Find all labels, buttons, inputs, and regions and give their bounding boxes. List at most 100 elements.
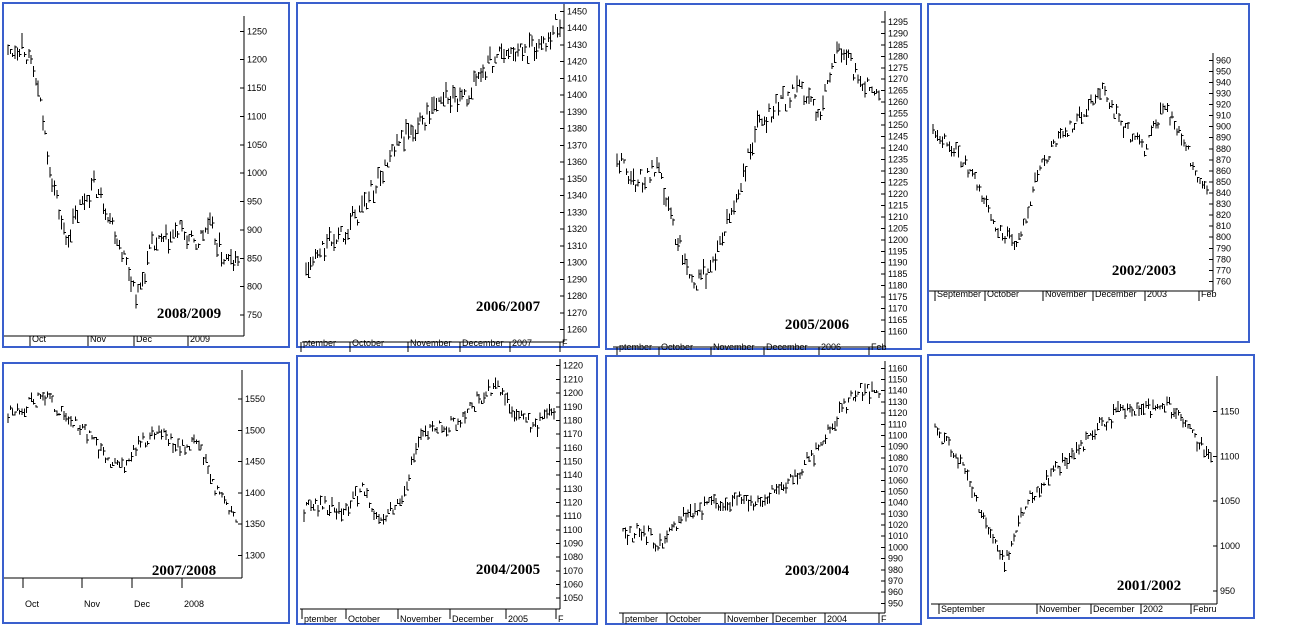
ohlc-bar — [439, 420, 442, 424]
ohlc-bar — [657, 545, 660, 551]
y-tick-label: 1180 — [888, 281, 907, 291]
ohlc-bar — [664, 536, 667, 544]
ohlc-bar — [731, 495, 735, 507]
ohlc-bar — [738, 491, 742, 497]
ohlc-bar — [672, 218, 676, 226]
ohlc-bar — [1189, 423, 1193, 430]
ohlc-bar — [1085, 109, 1089, 117]
ohlc-bar — [1180, 414, 1183, 422]
ohlc-bar — [966, 469, 970, 481]
ohlc-bar — [999, 549, 1002, 560]
ohlc-bar — [133, 444, 136, 451]
ohlc-bar — [627, 534, 630, 546]
ohlc-bar — [502, 388, 505, 395]
ohlc-bar — [123, 250, 127, 255]
ohlc-bar — [1176, 128, 1179, 136]
ohlc-bar — [429, 110, 432, 124]
y-tick-label: 1080 — [563, 552, 583, 562]
ohlc-bar — [674, 239, 678, 246]
y-tick-label: 1230 — [888, 166, 908, 176]
ohlc-bar — [820, 111, 823, 120]
ohlc-bar — [151, 426, 155, 436]
ohlc-bar — [310, 257, 313, 271]
ohlc-bar — [703, 259, 706, 275]
ohlc-bar — [424, 122, 427, 131]
y-tick-label: 1060 — [563, 579, 583, 589]
ohlc-bar — [202, 230, 206, 242]
ohlc-bar — [464, 410, 468, 424]
chart-panel-2008-2009: 750 800 850 900 950 1000 1050 1100 1150 1200 1250 O… — [2, 2, 290, 348]
y-tick-label: 1200 — [247, 55, 267, 65]
ohlc-bar — [808, 456, 812, 462]
ohlc-bar — [139, 282, 143, 290]
ohlc-bar — [1201, 437, 1204, 446]
ohlc-bar — [731, 207, 734, 216]
ohlc-bar — [540, 36, 544, 50]
ohlc-bar — [1057, 130, 1061, 139]
ohlc-bar — [735, 193, 739, 203]
ohlc-bar — [1171, 412, 1174, 419]
y-tick-label: 1350 — [245, 519, 265, 529]
ohlc-bar — [74, 205, 78, 220]
ohlc-bar — [408, 474, 412, 481]
ohlc-bar — [985, 195, 989, 208]
ohlc-bar — [871, 86, 874, 94]
ohlc-bar — [642, 182, 645, 193]
ohlc-bar — [784, 103, 788, 112]
ohlc-bar — [936, 427, 940, 436]
ohlc-bar — [214, 490, 218, 496]
ohlc-bar — [102, 447, 106, 456]
ohlc-bar — [759, 496, 763, 507]
ohlc-bar — [997, 545, 1000, 552]
ohlc-bar — [953, 148, 956, 157]
ohlc-bar — [429, 424, 433, 429]
ohlc-bar — [678, 516, 681, 523]
ohlc-bar — [352, 205, 355, 216]
ohlc-bar — [944, 133, 947, 140]
ohlc-bar — [235, 519, 238, 523]
ohlc-bar — [343, 508, 346, 515]
ohlc-bar — [67, 416, 71, 425]
ohlc-bar — [116, 238, 120, 247]
ohlc-bar — [738, 189, 741, 200]
ohlc-bar — [1071, 447, 1074, 459]
ohlc-bar — [1036, 170, 1040, 182]
ohlc-bar — [630, 170, 634, 185]
ohlc-bar — [721, 232, 725, 246]
ohlc-bar — [93, 170, 96, 183]
ohlc-bar — [373, 190, 376, 204]
ohlc-bar — [1006, 550, 1009, 556]
ohlc-bar — [866, 384, 870, 389]
ohlc-bar — [389, 501, 393, 512]
ohlc-bar — [186, 235, 189, 250]
ohlc-bar — [799, 472, 802, 480]
x-month-label: Oct — [32, 334, 47, 344]
chart-svg: 7607707807908008108208308408508608708808… — [929, 53, 1231, 301]
ohlc-bar — [552, 25, 556, 35]
ohlc-bar — [184, 446, 187, 455]
ohlc-bar — [803, 95, 807, 106]
ohlc-bar — [990, 529, 993, 538]
ohlc-bar — [1122, 126, 1126, 139]
ohlc-bar — [1125, 123, 1128, 128]
chart-title: 2004/2005 — [476, 562, 540, 578]
x-month-label: 2005 — [508, 614, 528, 624]
x-month-label: October — [352, 338, 384, 348]
ohlc-bar — [35, 78, 38, 86]
ohlc-bar — [453, 417, 456, 422]
ohlc-bar — [663, 188, 666, 205]
ohlc-bar — [179, 220, 182, 225]
ohlc-bar — [529, 32, 532, 48]
ohlc-bar — [679, 235, 683, 244]
ohlc-bar — [7, 413, 10, 424]
x-month-label: November — [410, 338, 452, 348]
ohlc-bar — [791, 84, 795, 89]
ohlc-bar — [667, 196, 671, 211]
ohlc-bar — [618, 160, 622, 174]
ohlc-bar — [195, 243, 199, 250]
y-tick-label: 750 — [247, 310, 262, 320]
ohlc-bar — [1129, 139, 1133, 143]
ohlc-bar — [14, 411, 17, 416]
ohlc-bar — [188, 234, 192, 242]
y-tick-label: 1440 — [567, 23, 587, 33]
